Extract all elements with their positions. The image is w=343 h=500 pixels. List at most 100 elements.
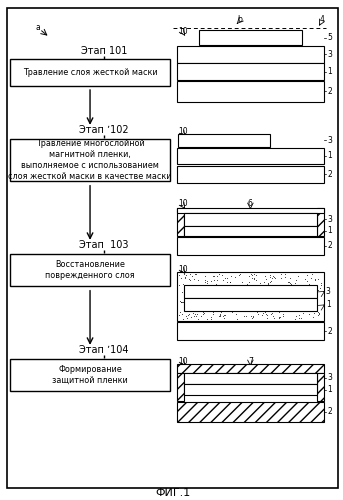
Text: 1: 1 (326, 300, 331, 309)
Point (280, 296, 286, 304)
Text: 2: 2 (328, 407, 332, 416)
Point (249, 287, 255, 295)
Point (264, 314, 270, 322)
Point (294, 312, 299, 320)
Point (261, 308, 266, 316)
Point (220, 272, 225, 280)
Point (228, 287, 234, 295)
Point (270, 309, 275, 317)
Point (300, 288, 306, 296)
Text: 3: 3 (328, 50, 332, 58)
Point (189, 272, 194, 280)
Point (304, 293, 310, 301)
Point (244, 312, 249, 320)
Point (233, 310, 238, 318)
Point (210, 288, 215, 296)
Point (227, 289, 233, 297)
Point (193, 312, 198, 320)
Point (268, 278, 273, 285)
Point (202, 278, 208, 286)
Point (230, 292, 235, 300)
Point (224, 274, 230, 282)
Point (180, 280, 186, 288)
Point (183, 312, 189, 320)
Point (199, 290, 204, 298)
Point (183, 270, 189, 278)
Point (200, 310, 205, 318)
Point (249, 274, 255, 282)
Bar (177, 402, 324, 421)
Point (262, 308, 267, 316)
Point (302, 276, 307, 283)
Point (216, 312, 222, 320)
Point (314, 294, 320, 302)
Point (222, 274, 228, 282)
Point (287, 274, 293, 282)
Point (217, 310, 223, 318)
Point (291, 294, 296, 302)
Point (227, 300, 233, 308)
Point (247, 296, 252, 304)
Point (283, 296, 289, 304)
Bar (177, 166, 324, 183)
Point (192, 284, 198, 292)
Point (212, 287, 217, 295)
Point (202, 276, 208, 283)
Point (201, 308, 206, 316)
Point (204, 279, 210, 287)
Point (211, 276, 217, 283)
Point (257, 298, 262, 306)
Point (278, 300, 284, 308)
Point (180, 298, 186, 306)
Point (237, 281, 243, 289)
Point (256, 310, 261, 318)
Bar (177, 82, 324, 102)
Point (252, 291, 258, 299)
Point (256, 294, 261, 302)
Point (287, 278, 292, 286)
Point (277, 314, 282, 322)
Bar (177, 64, 324, 80)
Point (294, 306, 299, 314)
Point (285, 304, 290, 312)
Point (211, 310, 216, 318)
Point (227, 278, 233, 286)
Point (306, 284, 312, 292)
Bar (177, 322, 324, 340)
Point (209, 313, 214, 321)
Point (198, 286, 204, 294)
Point (224, 287, 230, 295)
Point (176, 312, 182, 320)
Point (193, 270, 199, 278)
Point (316, 274, 321, 282)
Text: Этап ʼ102: Этап ʼ102 (79, 124, 129, 134)
Point (250, 312, 256, 320)
Point (261, 298, 266, 306)
Point (235, 315, 240, 323)
Point (298, 308, 304, 316)
Point (277, 303, 282, 311)
Point (227, 278, 233, 286)
Point (199, 287, 204, 295)
Bar (177, 46, 324, 62)
Point (182, 272, 188, 280)
Text: Формирование
защитной пленки: Формирование защитной пленки (52, 365, 128, 385)
Point (188, 298, 194, 306)
Point (298, 314, 304, 322)
Point (214, 276, 219, 284)
Text: 10: 10 (178, 26, 188, 36)
Point (267, 272, 272, 280)
Point (309, 270, 314, 278)
Point (237, 270, 243, 278)
Point (186, 274, 192, 282)
Point (185, 311, 190, 319)
Point (315, 306, 320, 314)
Bar (177, 272, 324, 321)
Bar (178, 134, 270, 146)
Point (315, 308, 320, 316)
Point (231, 302, 237, 310)
Point (222, 298, 227, 306)
Text: a: a (35, 23, 40, 32)
Point (206, 290, 212, 298)
Point (213, 280, 218, 288)
